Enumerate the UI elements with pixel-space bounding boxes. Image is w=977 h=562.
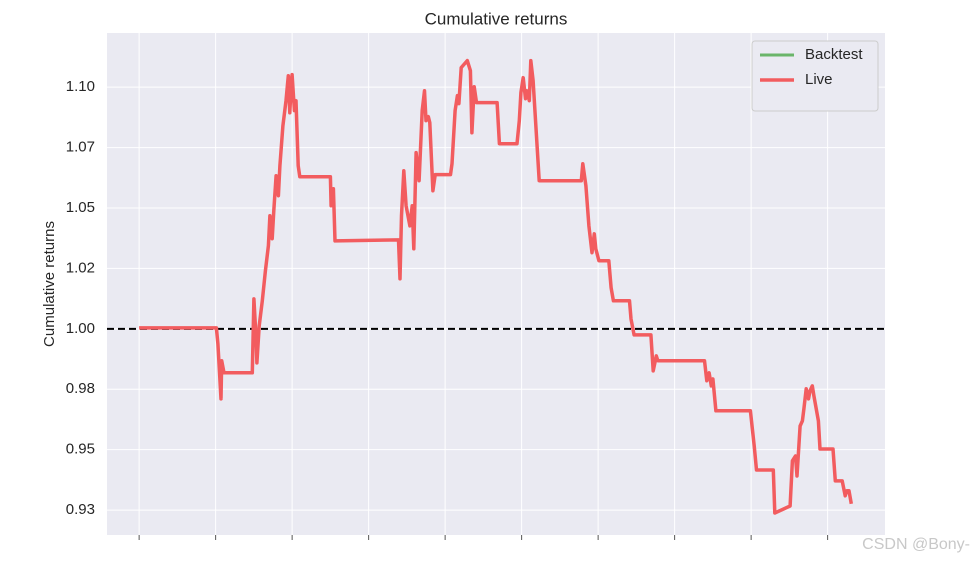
y-tick-label: 0.95	[66, 441, 95, 458]
y-tick-label: 1.02	[66, 259, 95, 276]
y-tick-label: 1.05	[66, 199, 95, 216]
chart-title: Cumulative returns	[425, 9, 568, 28]
series-line	[139, 58, 854, 515]
watermark: CSDN @Bony-	[862, 536, 970, 553]
y-tick-label: 0.98	[66, 380, 95, 397]
y-tick-label: 0.93	[66, 501, 95, 518]
legend-label: Live	[805, 71, 833, 88]
y-tick-label: 1.10	[66, 78, 95, 95]
legend-label: Backtest	[805, 46, 863, 63]
y-tick-label: 1.07	[66, 139, 95, 156]
y-tick-label: 1.00	[66, 320, 95, 337]
y-axis-label: Cumulative returns	[41, 221, 58, 347]
legend-box	[751, 40, 879, 112]
